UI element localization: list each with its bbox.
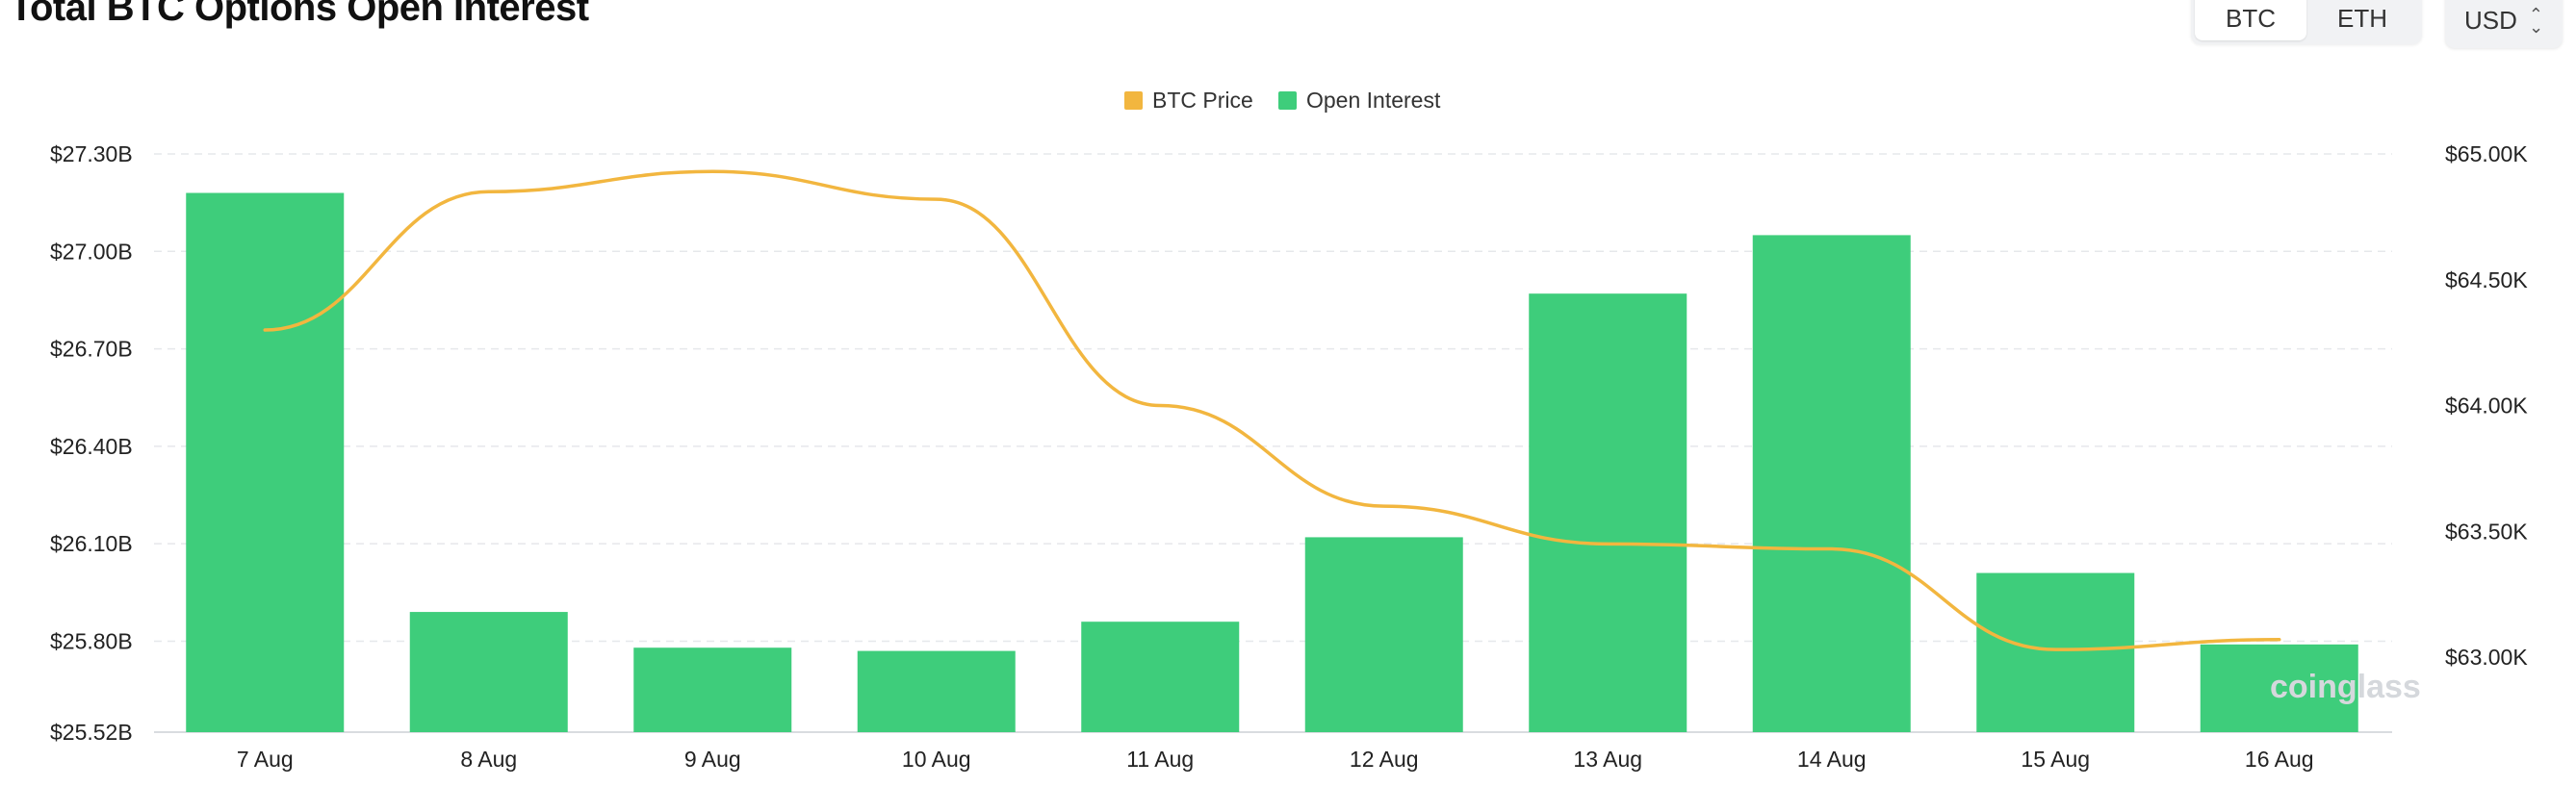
chevron-updown-icon: ⌃ ⌃ xyxy=(2528,5,2543,36)
x-tick-label: 14 Aug xyxy=(1797,747,1867,772)
y-right-tick-label: $64.50K xyxy=(2445,267,2528,292)
y-left-tick-label: $25.52B xyxy=(50,720,133,745)
coin-option-btc[interactable]: BTC xyxy=(2195,0,2306,40)
y-axis-right: $65.00K $64.50K $64.00K $63.50K $63.00K xyxy=(2445,141,2528,670)
y-left-tick-label: $26.40B xyxy=(50,434,133,459)
watermark: coinglass xyxy=(2270,669,2421,705)
x-tick-label: 13 Aug xyxy=(1573,747,1642,772)
x-tick-label: 9 Aug xyxy=(684,747,741,772)
bar-15-aug[interactable] xyxy=(1976,572,2135,732)
bar-14-aug[interactable] xyxy=(1752,235,1911,733)
y-left-tick-label: $27.00B xyxy=(50,239,133,264)
bar-10-aug[interactable] xyxy=(857,650,1016,732)
x-tick-label: 12 Aug xyxy=(1350,747,1419,772)
bar-12-aug[interactable] xyxy=(1304,537,1463,732)
bar-series-open-interest xyxy=(186,192,2358,733)
legend-swatch xyxy=(1124,91,1143,110)
coin-toggle: BTC ETH xyxy=(2191,0,2422,44)
bar-11-aug[interactable] xyxy=(1081,622,1240,732)
x-tick-label: 8 Aug xyxy=(460,747,517,772)
y-left-tick-label: $26.10B xyxy=(50,531,133,556)
y-right-tick-label: $65.00K xyxy=(2445,141,2528,166)
x-tick-label: 16 Aug xyxy=(2245,747,2314,772)
x-tick-label: 15 Aug xyxy=(2021,747,2090,772)
legend-label[interactable]: BTC Price xyxy=(1152,88,1253,113)
bar-16-aug[interactable] xyxy=(2200,644,2358,732)
legend: BTC Price Open Interest xyxy=(1124,88,1441,113)
bar-9-aug[interactable] xyxy=(633,647,792,732)
legend-swatch xyxy=(1278,91,1297,110)
btc-price-line xyxy=(263,169,2281,651)
y-right-tick-label: $63.50K xyxy=(2445,519,2528,544)
currency-select[interactable]: USD ⌃ ⌃ xyxy=(2445,0,2563,48)
currency-value: USD xyxy=(2464,5,2517,35)
y-axis-left: $27.30B $27.00B $26.70B $26.40B $26.10B $25.8… xyxy=(50,141,133,745)
x-tick-label: 10 Aug xyxy=(902,747,971,772)
bar-7-aug[interactable] xyxy=(186,192,345,733)
page-title: Total BTC Options Open Interest xyxy=(10,0,589,29)
y-left-tick-label: $25.80B xyxy=(50,628,133,653)
y-left-tick-label: $27.30B xyxy=(50,141,133,166)
y-left-tick-label: $26.70B xyxy=(50,337,133,362)
bar-13-aug[interactable] xyxy=(1529,293,1687,732)
coin-option-eth[interactable]: ETH xyxy=(2337,3,2387,33)
x-tick-label: 7 Aug xyxy=(237,747,294,772)
legend-label[interactable]: Open Interest xyxy=(1306,88,1441,113)
x-tick-label: 11 Aug xyxy=(1126,747,1194,772)
bar-8-aug[interactable] xyxy=(409,612,568,732)
line-series-btc-price xyxy=(263,169,2281,651)
y-right-tick-label: $64.00K xyxy=(2445,393,2528,419)
x-axis: 7 Aug 8 Aug 9 Aug 10 Aug 11 Aug 12 Aug 13 Aug 1… xyxy=(237,747,2314,772)
y-right-tick-label: $63.00K xyxy=(2445,645,2528,670)
